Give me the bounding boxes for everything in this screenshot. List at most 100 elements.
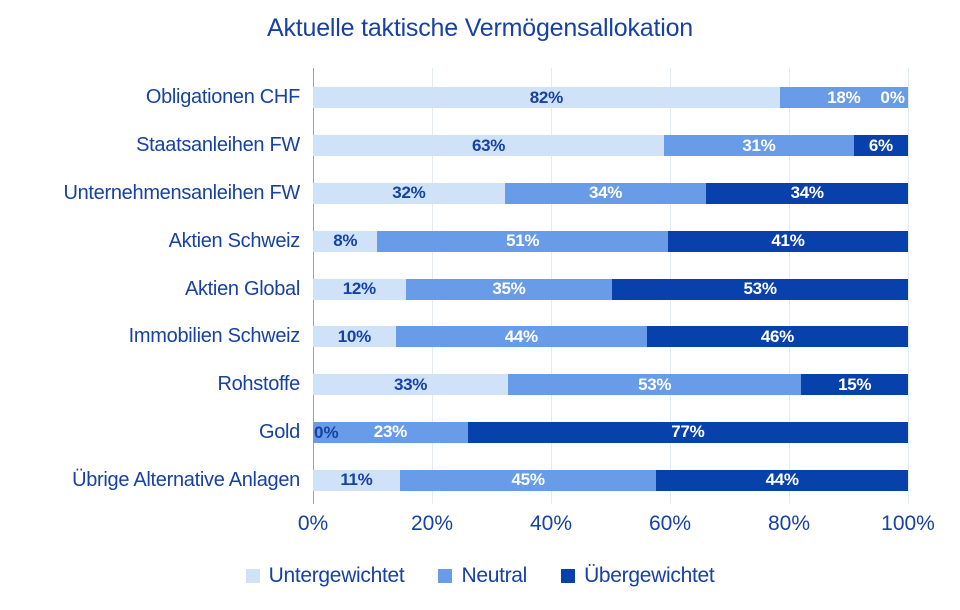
bar-segment-übergewichtet: 15%	[801, 374, 908, 396]
bar-track: 0% 23% 77%	[313, 421, 908, 443]
table-row: Rohstoffe 33% 53% 15%	[13, 361, 908, 409]
bar-track: 12% 35% 53%	[313, 278, 908, 300]
x-axis-tick-labels: 0% 20% 40% 60% 80% 100%	[298, 512, 935, 538]
bar-segment-übergewichtet: 53%	[612, 278, 908, 300]
x-tick-label: 100%	[881, 512, 935, 535]
category-label: Staatsanleihen FW	[136, 134, 300, 157]
bar-value-label: 8%	[333, 231, 358, 251]
table-row: Unternehmensanleihen FW 32% 34% 34%	[13, 170, 908, 218]
bar-segment-neutral: 51%	[377, 230, 668, 252]
bar-value-label: 6%	[868, 135, 893, 155]
legend-label: Neutral	[461, 564, 528, 587]
bar-value-label: 15%	[838, 374, 872, 394]
bar-value-label: 77%	[671, 422, 705, 442]
bar-value-label: 63%	[472, 135, 506, 155]
table-row: Obligationen CHF 82% 18% 0%	[13, 74, 908, 122]
bar-value-label: 34%	[790, 183, 824, 203]
category-label: Aktien Global	[184, 277, 300, 300]
bar-value-label: 35%	[492, 279, 526, 299]
bar-value-label: 31%	[742, 135, 776, 155]
legend-label: Untergewichtet	[268, 564, 405, 587]
bar-segment-neutral: 31%	[664, 135, 854, 157]
x-tick-label: 20%	[410, 512, 454, 535]
bar-value-label-zero: 0%	[314, 422, 339, 442]
legend-swatch-icon	[245, 569, 260, 583]
category-label: Übrige Alternative Anlagen	[72, 468, 300, 491]
bar-value-label: 10%	[337, 326, 371, 346]
legend-item-neutral: Neutral	[438, 564, 527, 588]
bar-segment-neutral: 35%	[405, 278, 613, 300]
bar-value-label: 32%	[392, 183, 426, 203]
category-label: Obligationen CHF	[145, 86, 300, 109]
bar-value-label: 12%	[342, 279, 376, 299]
bar-segment-neutral: 53%	[508, 374, 802, 396]
category-label: Rohstoffe	[217, 373, 300, 396]
bar-segment-übergewichtet: 41%	[667, 230, 908, 252]
bar-value-label: 53%	[743, 279, 777, 299]
bar-value-label: 18%	[827, 87, 861, 107]
bar-track: 82% 18% 0%	[313, 87, 908, 109]
bar-track: 8% 51% 41%	[313, 230, 908, 252]
bar-segment-untergewichtet: 33%	[313, 374, 509, 396]
bar-value-label-zero: 0%	[880, 88, 905, 108]
table-row: Immobilien Schweiz 10% 44% 46%	[13, 313, 908, 361]
legend-item-übergewichtet: Übergewichtet	[561, 564, 715, 588]
bar-value-label: 41%	[771, 231, 805, 251]
bar-segment-übergewichtet: 34%	[706, 182, 908, 204]
plot-rows: Obligationen CHF 82% 18% 0% Staatsanleihen F…	[13, 74, 908, 504]
bar-segment-neutral: 44%	[395, 326, 647, 348]
category-label: Aktien Schweiz	[168, 229, 301, 252]
bar-segment-untergewichtet: 32%	[313, 182, 505, 204]
table-row: Aktien Global 12% 35% 53%	[13, 265, 908, 313]
legend-swatch-icon	[561, 569, 576, 583]
legend-item-untergewichtet: Untergewichtet	[245, 564, 405, 588]
legend: Untergewichtet Neutral Übergewichtet	[0, 564, 960, 588]
x-tick-label: 80%	[767, 512, 811, 535]
bar-value-label: 53%	[638, 374, 672, 394]
x-tick-label: 60%	[648, 512, 692, 535]
x-tick-label: 40%	[529, 512, 573, 535]
bar-value-label: 11%	[340, 470, 373, 490]
category-label: Gold	[258, 420, 300, 443]
bar-track: 10% 44% 46%	[313, 326, 908, 348]
bar-segment-neutral: 45%	[399, 469, 657, 491]
table-row: Gold 0% 23% 77%	[13, 408, 908, 456]
bar-segment-untergewichtet: 63%	[313, 135, 665, 157]
bar-segment-untergewichtet: 10%	[313, 326, 396, 348]
table-row: Übrige Alternative Anlagen 11% 45% 44%	[13, 456, 908, 504]
bar-value-label: 23%	[373, 422, 407, 442]
bar-segment-untergewichtet: 8%	[313, 230, 378, 252]
table-row: Staatsanleihen FW 63% 31% 6%	[13, 122, 908, 170]
bar-value-label: 44%	[504, 326, 538, 346]
bar-track: 32% 34% 34%	[313, 182, 908, 204]
category-label: Unternehmensanleihen FW	[63, 181, 300, 204]
legend-swatch-icon	[438, 569, 453, 583]
bar-segment-neutral: 18%	[779, 87, 908, 109]
bar-segment-übergewichtet: 46%	[646, 326, 908, 348]
bar-value-label: 33%	[393, 374, 428, 394]
bar-value-label: 46%	[760, 326, 794, 346]
chart-title: Aktuelle taktische Vermögensallokation	[267, 14, 693, 42]
bar-track: 33% 53% 15%	[313, 374, 908, 396]
bar-segment-untergewichtet: 82%	[313, 87, 780, 109]
gridline-100%	[908, 68, 909, 504]
bar-segment-untergewichtet: 11%	[313, 469, 400, 491]
bar-segment-übergewichtet: 77%	[467, 421, 908, 443]
bar-segment-übergewichtet: 6%	[853, 135, 908, 157]
bar-segment-neutral: 34%	[504, 182, 707, 204]
bar-value-label: 44%	[765, 470, 799, 490]
bar-track: 11% 45% 44%	[313, 469, 908, 491]
bar-value-label: 45%	[511, 470, 545, 490]
bar-value-label: 82%	[529, 87, 563, 107]
category-label: Immobilien Schweiz	[128, 325, 301, 348]
bar-value-label: 51%	[506, 231, 540, 251]
bar-segment-übergewichtet: 44%	[656, 469, 908, 491]
bar-value-label: 34%	[588, 183, 623, 203]
bar-segment-neutral: 23%	[313, 421, 468, 443]
table-row: Aktien Schweiz 8% 51% 41%	[13, 217, 908, 265]
bar-track: 63% 31% 6%	[313, 135, 908, 157]
x-tick-label: 0%	[297, 512, 329, 535]
legend-label: Übergewichtet	[584, 564, 715, 587]
bar-segment-untergewichtet: 12%	[313, 278, 406, 300]
